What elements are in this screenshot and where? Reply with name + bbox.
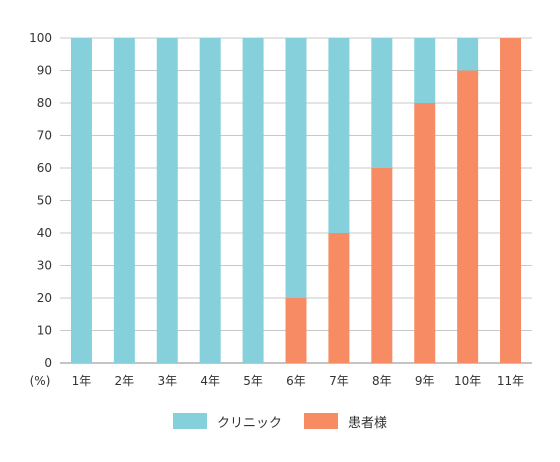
bar-clinic-5 <box>242 38 264 363</box>
bar-clinic-6 <box>285 38 307 298</box>
y-tick-label: 70 <box>37 129 52 143</box>
bar-clinic-1 <box>70 38 92 363</box>
legend-item-clinic: クリニック <box>172 412 282 431</box>
x-tick-label: 8年 <box>372 374 392 388</box>
bar-clinic-10 <box>457 38 479 71</box>
legend-item-patient: 患者様 <box>304 412 387 431</box>
bar-clinic-7 <box>328 38 350 233</box>
legend-swatch-clinic <box>172 413 207 429</box>
y-tick-label: 40 <box>37 226 52 240</box>
legend-swatch-patient <box>304 413 338 429</box>
y-tick-label: 60 <box>37 161 52 175</box>
legend-label-clinic: クリニック <box>216 415 282 431</box>
y-tick-label: 0 <box>44 356 52 370</box>
y-tick-label: 30 <box>37 259 52 273</box>
bar-clinic-3 <box>156 38 178 363</box>
y-unit-label: (%) <box>30 374 51 388</box>
bar-clinic-8 <box>371 38 393 168</box>
bar-patient-8 <box>371 168 393 363</box>
y-tick-label: 80 <box>37 96 52 110</box>
y-tick-label: 100 <box>29 31 52 45</box>
bar-patient-6 <box>285 298 307 363</box>
bar-clinic-9 <box>414 38 436 103</box>
bar-patient-10 <box>457 70 479 363</box>
x-tick-label: 9年 <box>415 374 435 388</box>
y-tick-labels: 0 10 20 30 40 50 60 70 80 90 100 <box>29 31 52 370</box>
x-tick-label: 1年 <box>72 374 92 388</box>
bar-patient-7 <box>328 233 350 363</box>
y-tick-label: 50 <box>37 194 52 208</box>
x-tick-labels: 1年 2年 3年 4年 5年 6年 7年 8年 9年 10年 11年 <box>72 374 525 388</box>
legend: クリニック 患者様 <box>0 406 560 436</box>
x-tick-label: 4年 <box>200 374 220 388</box>
legend-label-patient: 患者様 <box>348 415 388 431</box>
x-tick-label: 7年 <box>329 374 349 388</box>
bar-patient-9 <box>414 103 436 363</box>
bar-clinic-2 <box>113 38 135 363</box>
y-tick-label: 20 <box>37 291 52 305</box>
x-tick-label: 3年 <box>157 374 177 388</box>
x-tick-label: 5年 <box>243 374 263 388</box>
y-tick-label: 10 <box>37 324 52 338</box>
bar-clinic-4 <box>199 38 221 363</box>
stacked-bar-chart: 0 10 20 30 40 50 60 70 80 90 100 1年 2年 3年 4年 5年 6年 7年 8年 9… <box>29 31 532 388</box>
x-tick-label: 6年 <box>286 374 306 388</box>
bar-patient-11 <box>500 38 522 363</box>
y-tick-label: 90 <box>37 64 52 78</box>
x-tick-label: 10年 <box>454 374 481 388</box>
bars <box>70 38 522 363</box>
x-tick-label: 11年 <box>497 374 524 388</box>
x-tick-label: 2年 <box>115 374 135 388</box>
